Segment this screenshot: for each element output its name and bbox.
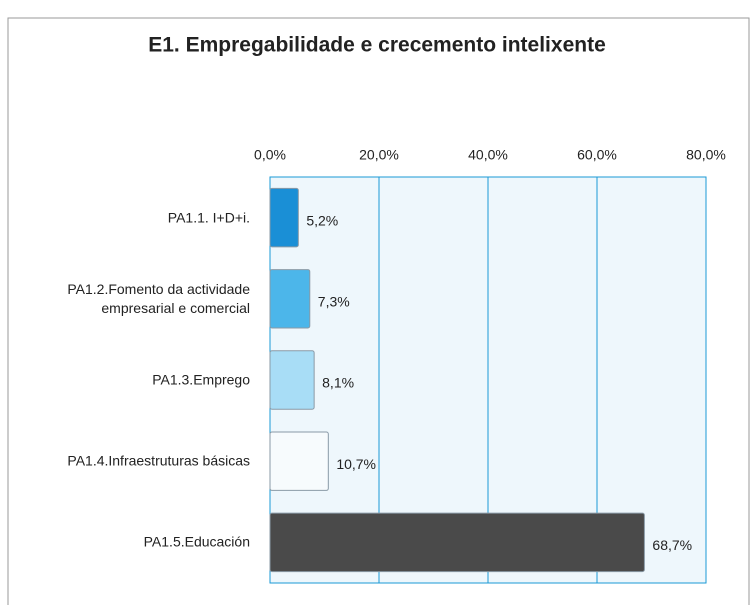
x-tick-label: 0,0% bbox=[254, 147, 286, 163]
bar bbox=[269, 431, 329, 491]
chart-title: E1. Empregabilidade e crecemento intelix… bbox=[148, 34, 606, 57]
x-tick-label: 60,0% bbox=[577, 147, 617, 163]
bar bbox=[269, 350, 315, 410]
y-tick-label: PA1.1. I+D+i. bbox=[167, 209, 250, 226]
value-label: 68,7% bbox=[652, 537, 692, 553]
x-tick-label: 80,0% bbox=[686, 147, 726, 163]
value-label: 10,7% bbox=[336, 456, 376, 472]
y-tick-label: PA1.4.Infraestruturas básicas bbox=[67, 452, 250, 469]
bar bbox=[269, 512, 645, 573]
x-tick-label: 20,0% bbox=[359, 147, 399, 163]
y-tick-label: PA1.3.Emprego bbox=[152, 371, 250, 388]
value-label: 7,3% bbox=[318, 294, 350, 310]
y-tick-label: PA1.5.Educación bbox=[143, 533, 250, 550]
y-tick-label: PA1.2.Fomento da actividade empresarial … bbox=[67, 280, 250, 316]
value-label: 5,2% bbox=[306, 212, 338, 228]
value-label: 8,1% bbox=[322, 375, 354, 391]
x-tick-label: 40,0% bbox=[468, 147, 508, 163]
bar bbox=[269, 187, 299, 248]
bar bbox=[269, 269, 311, 329]
